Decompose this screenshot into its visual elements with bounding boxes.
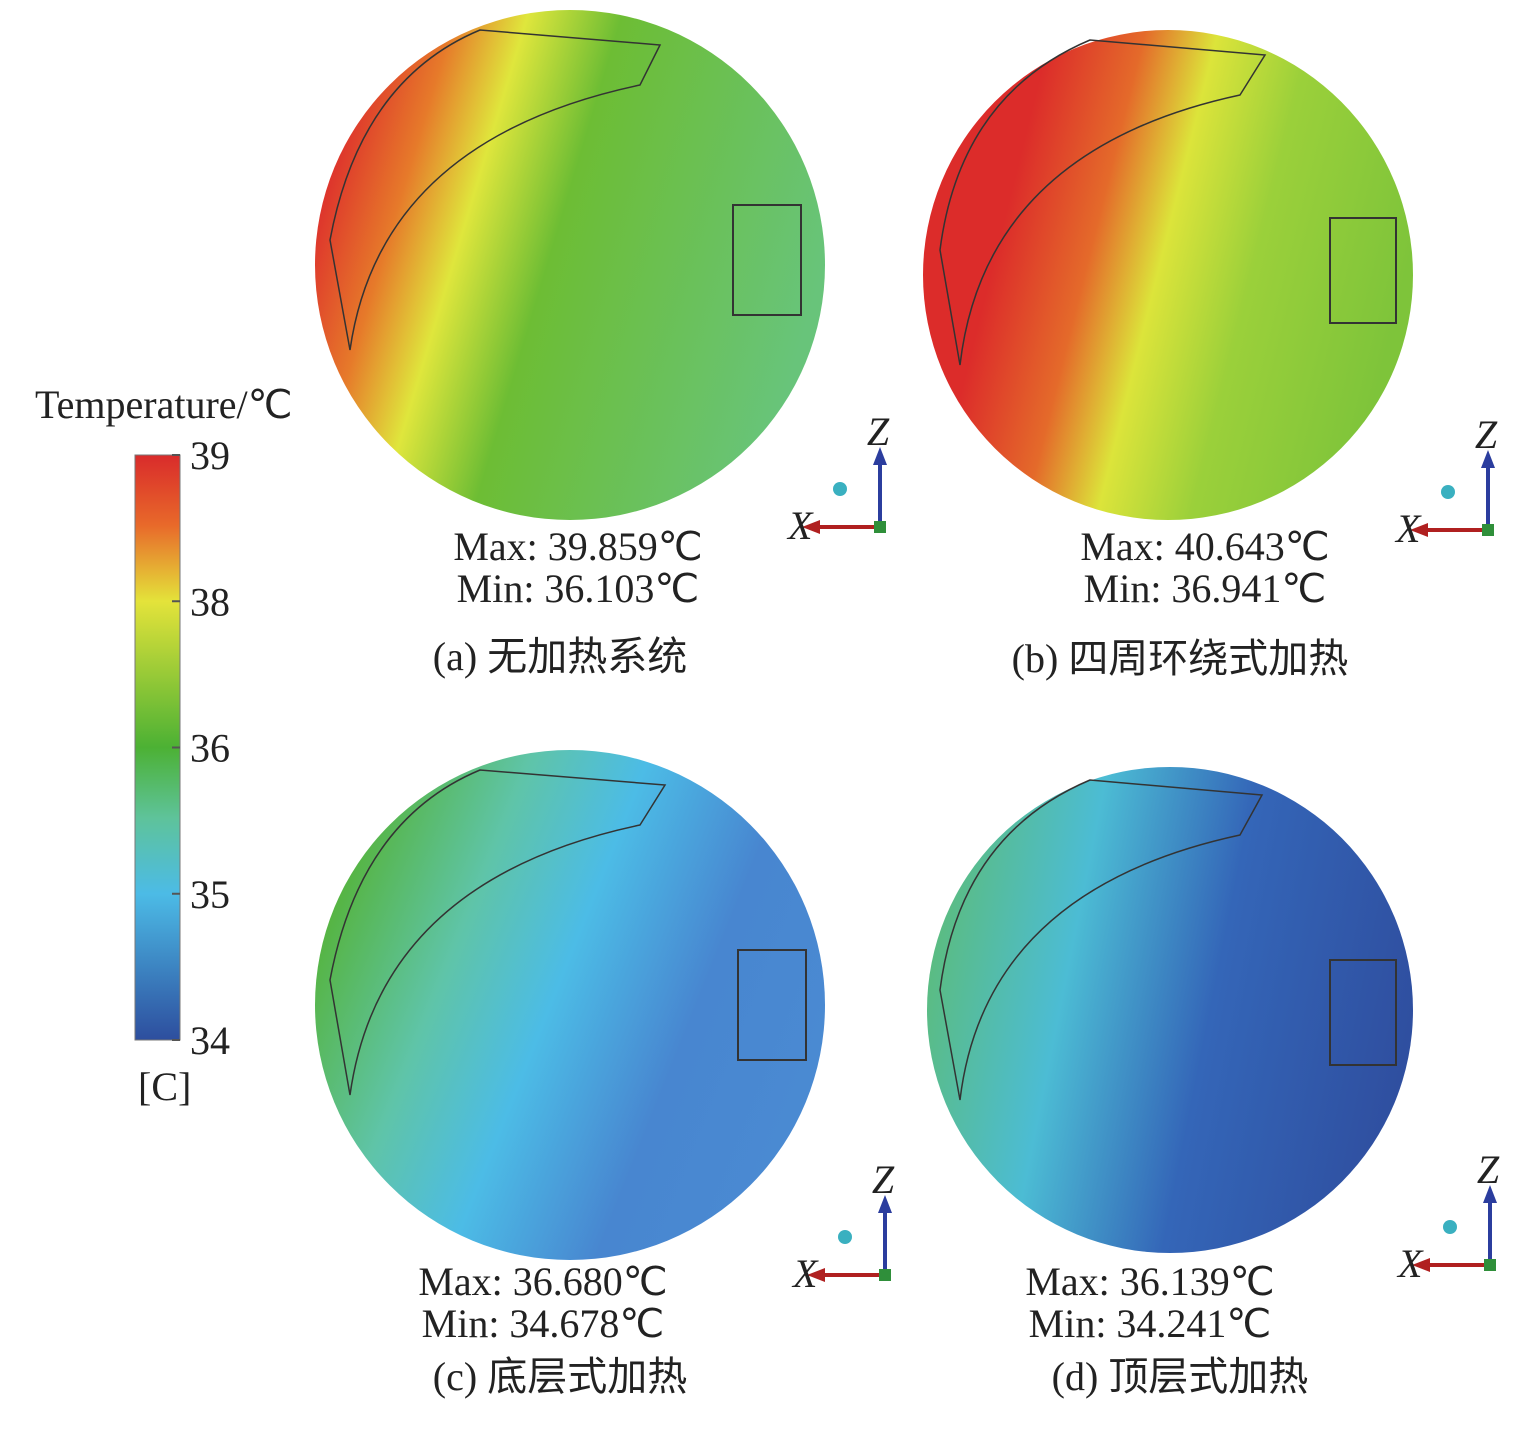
panel-c (315, 750, 825, 1260)
axis-z-head (1483, 1185, 1497, 1203)
panel-d (927, 767, 1413, 1253)
axis-x-head (1412, 1258, 1430, 1272)
axis-x-head (802, 520, 820, 534)
axis-y-dot (1443, 1220, 1457, 1234)
axis-x-label: X (1396, 1241, 1424, 1286)
max-label: Max: 36.680℃ (418, 1259, 667, 1304)
colorbar-title: Temperature/℃ (35, 382, 293, 427)
colorbar-tick-label: 38 (190, 579, 230, 624)
axis-y-dot (833, 482, 847, 496)
axis-origin (879, 1269, 891, 1281)
colorbar-unit: [C] (138, 1064, 191, 1109)
max-label: Max: 40.643℃ (1080, 524, 1329, 569)
max-label: Max: 39.859℃ (453, 524, 702, 569)
caption: (a) 无加热系统 (433, 634, 687, 679)
colorbar-tick-label: 34 (190, 1018, 230, 1063)
axis-x-label: X (791, 1251, 819, 1296)
max-label: Max: 36.139℃ (1025, 1259, 1274, 1304)
axis-y-dot (838, 1230, 852, 1244)
axis-z-head (1481, 450, 1495, 468)
min-label: Min: 34.678℃ (422, 1301, 665, 1346)
axis-origin (1484, 1259, 1496, 1271)
panel-b (923, 30, 1413, 520)
axis-x-label: X (1394, 506, 1422, 551)
panel-a (315, 10, 825, 520)
colorbar-tick-label: 39 (190, 433, 230, 478)
axis-x-head (1410, 523, 1428, 537)
axis-z-label: Z (1475, 412, 1498, 457)
colorbar-tick-label: 36 (190, 726, 230, 771)
min-label: Min: 36.941℃ (1084, 566, 1327, 611)
min-label: Min: 36.103℃ (457, 566, 700, 611)
caption: (b) 四周环绕式加热 (1012, 636, 1349, 681)
axis-z-label: Z (1477, 1147, 1500, 1192)
caption: (c) 底层式加热 (433, 1354, 687, 1399)
axis-z-head (878, 1195, 892, 1213)
min-label: Min: 34.241℃ (1029, 1301, 1272, 1346)
axis-x-head (807, 1268, 825, 1282)
axis-z-label: Z (867, 409, 890, 454)
axis-x-label: X (786, 503, 814, 548)
axis-origin (874, 521, 886, 533)
caption: (d) 顶层式加热 (1052, 1354, 1309, 1399)
axis-y-dot (1441, 485, 1455, 499)
axis-z-label: Z (872, 1157, 895, 1202)
axis-z-head (873, 447, 887, 465)
colorbar-tick-label: 35 (190, 872, 230, 917)
axis-origin (1482, 524, 1494, 536)
